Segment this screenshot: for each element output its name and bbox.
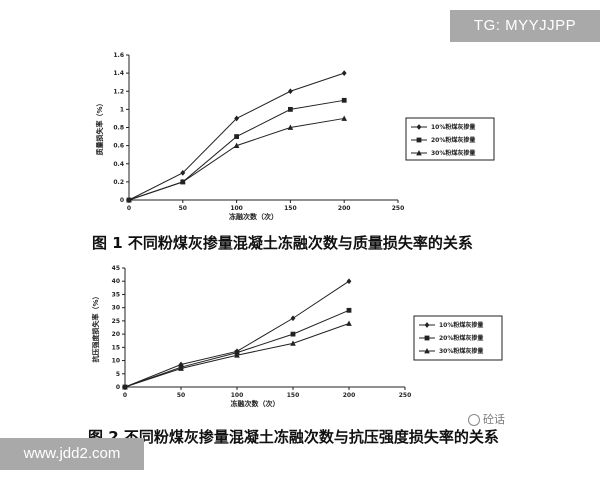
chart2-y-tick-label: 0 [116, 384, 120, 391]
chart2-x-tick-label: 0 [123, 392, 127, 399]
chart1-series-2-point [234, 134, 239, 139]
chart1-legend-marker-3 [416, 150, 422, 156]
chart2-series-3-point [346, 320, 352, 326]
chart1-series-1-point [234, 115, 239, 122]
chart2-series-2-point [346, 307, 352, 313]
chart1-y-tick-label: 1.4 [113, 70, 124, 77]
chart2-series-3-point [122, 384, 128, 390]
chart2-series-2-point [290, 331, 296, 337]
chart1-legend-label-1: 10%粉煤灰掺量 [431, 123, 475, 131]
chart2-legend-label-3: 30%粉煤灰掺量 [439, 347, 483, 355]
chart2-x-tick-label: 150 [287, 392, 300, 399]
chart1-series-1-point [180, 169, 186, 176]
chart1-y-tick-label: 0.4 [113, 161, 124, 168]
chart1-series-3-point [180, 178, 186, 185]
chart2-y-tick-label: 25 [112, 318, 120, 325]
chart1-x-axis-label: 冻融次数（次） [229, 212, 278, 221]
chart2-legend-marker-2 [424, 335, 430, 341]
chart2-y-tick-label: 45 [112, 265, 120, 272]
chart2-y-tick-label: 40 [112, 278, 120, 285]
chart1-y-tick-label: 0.2 [113, 179, 124, 186]
chart2-series-1-point [346, 278, 352, 285]
chart2-legend-marker-3 [424, 348, 430, 354]
chart2-legend-label-2: 20%粉煤灰掺量 [439, 334, 483, 342]
chart1-y-tick-label: 0.6 [113, 143, 124, 150]
chart2-x-tick-label: 50 [177, 392, 185, 399]
chart2-x-tick-label: 200 [343, 392, 356, 399]
chart2-series-3-point [290, 340, 296, 346]
chart1-y-tick-label: 1 [120, 106, 124, 113]
chart1-legend-marker-2 [416, 137, 422, 143]
chart1-x-tick-label: 250 [392, 205, 405, 212]
chart1-y-tick-label: 1.2 [113, 88, 124, 95]
watermark-top: TG: MYYJJPP [450, 10, 600, 42]
chart2-y-tick-label: 30 [112, 305, 120, 312]
chart1-x-tick-label: 0 [127, 205, 131, 212]
chart1-y-axis-label: 质量损失率（%） [95, 99, 104, 155]
chart2-x-tick-label: 250 [399, 392, 412, 399]
chart1-series-3-point [126, 197, 132, 203]
chart1-x-tick-label: 50 [179, 205, 187, 212]
chart2-y-axis-label: 抗压强度损失率（%） [91, 292, 100, 362]
chart1-y-tick-label: 0 [120, 197, 124, 204]
source-icon [468, 414, 480, 426]
chart2-legend-marker-1 [424, 322, 430, 328]
chart1-series-3-point [341, 115, 347, 121]
chart2-legend-label-1: 10%粉煤灰掺量 [439, 321, 483, 329]
chart1-series-2-point [341, 97, 347, 103]
chart1-x-tick-label: 200 [338, 205, 351, 212]
chart2-y-tick-label: 5 [116, 371, 120, 378]
source-text: 砼话 [483, 413, 505, 426]
chart1-series-1-point [341, 70, 347, 77]
chart2-y-tick-label: 15 [112, 344, 120, 351]
chart2-series-1-line [124, 280, 350, 388]
chart2-series-3-point [234, 352, 240, 358]
chart1-legend-label-2: 20%粉煤灰掺量 [431, 136, 475, 144]
chart1-series-3-point [233, 142, 240, 149]
chart2-series-1-point [178, 361, 184, 368]
chart1-x-tick-label: 150 [284, 205, 297, 212]
chart2-y-tick-label: 10 [112, 358, 120, 365]
chart1-series-3-line [128, 117, 345, 201]
chart2-series-1-point [290, 315, 296, 322]
chart1-legend-marker-1 [416, 124, 422, 130]
chart1-series-2-line [128, 99, 345, 201]
chart2-series-3-point [178, 365, 184, 371]
chart1-series-1-point [288, 88, 293, 95]
chart2-y-tick-label: 35 [112, 291, 120, 298]
source-mark: 砼话 [468, 411, 505, 427]
chart2-x-axis-label: 冻融次数（次） [231, 399, 280, 408]
chart1-caption: 图 1 不同粉煤灰掺量混凝土冻融次数与质量损失率的关系 [92, 234, 473, 252]
chart1-x-tick-label: 100 [230, 205, 243, 212]
chart1-y-tick-label: 0.8 [113, 125, 124, 132]
watermark-bottom: www.jdd2.com [0, 438, 144, 470]
chart2-caption: 图 2 不同粉煤灰掺量混凝土冻融次数与抗压强度损失率的关系 [88, 428, 499, 446]
chart1-y-tick-label: 1.6 [113, 52, 124, 59]
chart2-x-tick-label: 100 [231, 392, 244, 399]
chart2-y-tick-label: 20 [112, 331, 120, 338]
chart1-series-2-point [288, 106, 293, 112]
chart1-series-3-point [287, 124, 294, 130]
chart1-legend-label-3: 30%粉煤灰掺量 [431, 149, 475, 157]
